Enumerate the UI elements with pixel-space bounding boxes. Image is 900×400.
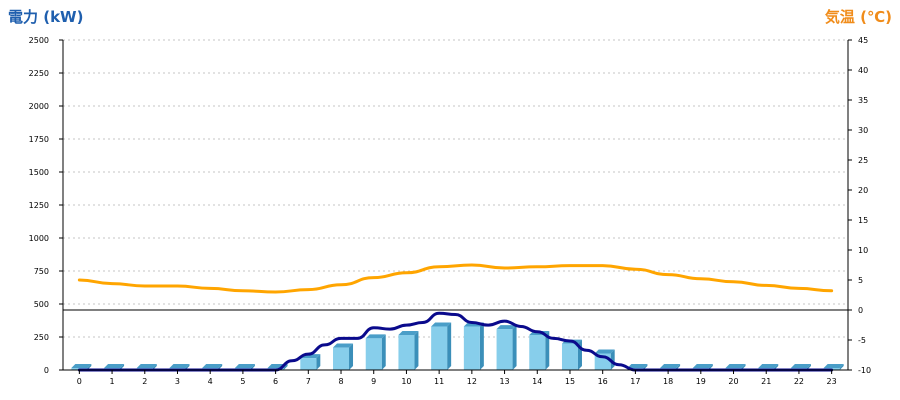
left-tick-label: 1250 bbox=[29, 201, 49, 210]
x-tick-label: 7 bbox=[306, 377, 311, 386]
left-tick-label: 1750 bbox=[29, 135, 49, 144]
x-tick-label: 13 bbox=[499, 377, 509, 386]
x-tick-label: 0 bbox=[77, 377, 82, 386]
x-tick-label: 11 bbox=[434, 377, 444, 386]
right-tick-label: 40 bbox=[858, 66, 868, 75]
bar bbox=[365, 334, 386, 370]
right-tick-label: 5 bbox=[858, 276, 863, 285]
right-tick-label: 35 bbox=[858, 96, 868, 105]
left-axis-title: 電力 (kW) bbox=[8, 8, 84, 26]
x-tick-label: 8 bbox=[338, 377, 343, 386]
right-tick-label: 20 bbox=[858, 186, 868, 195]
right-tick-label: -10 bbox=[858, 366, 871, 375]
temperature-line bbox=[77, 263, 834, 294]
right-axis-title: 気温 (℃) bbox=[824, 8, 892, 26]
right-tick-label: 25 bbox=[858, 156, 868, 165]
right-tick-label: 45 bbox=[858, 36, 868, 45]
left-tick-label: 0 bbox=[44, 366, 49, 375]
left-tick-label: 2000 bbox=[29, 102, 49, 111]
x-tick-label: 20 bbox=[728, 377, 738, 386]
bar bbox=[333, 343, 354, 370]
left-tick-label: 2500 bbox=[29, 36, 49, 45]
left-tick-label: 1500 bbox=[29, 168, 49, 177]
x-tick-label: 9 bbox=[371, 377, 376, 386]
x-tick-label: 23 bbox=[827, 377, 837, 386]
bar bbox=[431, 322, 452, 370]
right-tick-label: 30 bbox=[858, 126, 868, 135]
bar bbox=[496, 325, 517, 370]
x-tick-label: 17 bbox=[630, 377, 640, 386]
x-tick-label: 5 bbox=[240, 377, 245, 386]
bar bbox=[463, 322, 484, 370]
x-tick-label: 16 bbox=[598, 377, 608, 386]
right-tick-label: 10 bbox=[858, 246, 868, 255]
bar bbox=[529, 331, 550, 370]
x-tick-label: 12 bbox=[467, 377, 477, 386]
right-tick-label: 0 bbox=[858, 306, 863, 315]
x-tick-label: 15 bbox=[565, 377, 575, 386]
left-tick-label: 750 bbox=[34, 267, 49, 276]
x-tick-label: 18 bbox=[663, 377, 673, 386]
x-tick-label: 22 bbox=[794, 377, 804, 386]
right-tick-label: -5 bbox=[858, 336, 866, 345]
x-tick-label: 21 bbox=[761, 377, 771, 386]
power-line bbox=[77, 311, 834, 372]
x-tick-label: 4 bbox=[208, 377, 213, 386]
bar bbox=[561, 339, 582, 370]
x-tick-label: 2 bbox=[142, 377, 147, 386]
x-tick-label: 3 bbox=[175, 377, 180, 386]
left-tick-label: 1000 bbox=[29, 234, 49, 243]
x-tick-label: 14 bbox=[532, 377, 542, 386]
x-tick-label: 10 bbox=[401, 377, 411, 386]
x-tick-label: 1 bbox=[110, 377, 115, 386]
x-tick-label: 6 bbox=[273, 377, 278, 386]
right-tick-label: 15 bbox=[858, 216, 868, 225]
bar bbox=[398, 331, 419, 370]
left-tick-label: 250 bbox=[34, 333, 49, 342]
x-tick-label: 19 bbox=[696, 377, 706, 386]
left-tick-label: 500 bbox=[34, 300, 49, 309]
left-tick-label: 2250 bbox=[29, 69, 49, 78]
